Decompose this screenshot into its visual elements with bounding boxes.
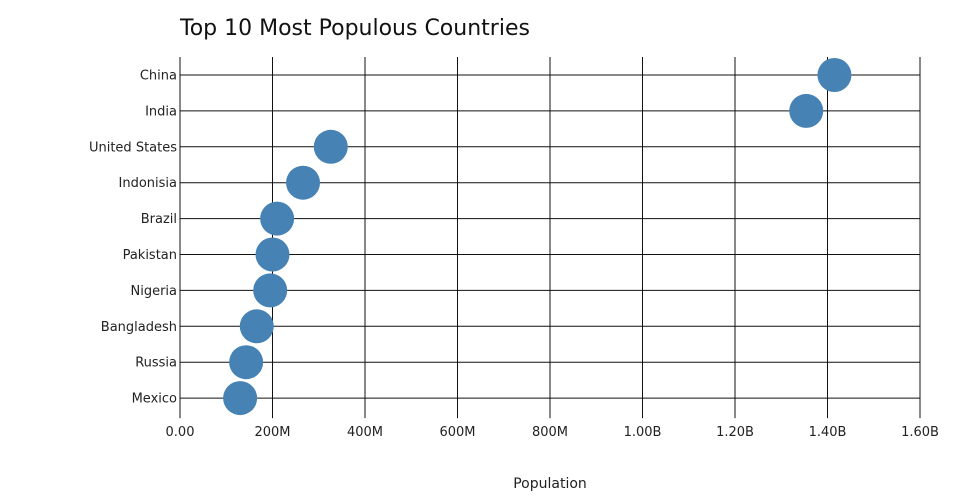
x-tick-label: 400M [347, 425, 383, 440]
x-tick-label: 1.60B [901, 425, 939, 440]
data-point[interactable] [286, 165, 321, 200]
data-point[interactable] [253, 273, 288, 308]
y-tick-label: China [140, 69, 177, 84]
y-tick-label: Russia [135, 356, 177, 371]
y-tick-label: Bangladesh [101, 320, 177, 335]
data-points [223, 58, 852, 416]
data-point[interactable] [223, 381, 258, 416]
data-point[interactable] [789, 93, 824, 128]
y-tick-label: United States [89, 140, 177, 155]
x-axis-title: Population [513, 476, 587, 492]
x-tick-label: 600M [439, 425, 475, 440]
x-tick-label: 200M [254, 425, 290, 440]
chart-title: Top 10 Most Populous Countries [180, 16, 530, 41]
data-point[interactable] [255, 237, 290, 272]
x-tick-label: 0.00 [166, 425, 195, 440]
x-tick-label: 1.20B [716, 425, 754, 440]
x-tick-label: 1.00B [624, 425, 662, 440]
y-tick-label: Nigeria [130, 284, 177, 299]
y-tick-label: Indonisia [119, 176, 177, 191]
y-tick-label: India [145, 104, 177, 119]
tick-labels: 0.00 200M 400M 600M 800M 1.00B 1.20B 1.40B 1.60B… [89, 69, 939, 441]
y-tick-label: Pakistan [123, 248, 177, 263]
data-point[interactable] [260, 201, 295, 236]
y-tick-label: Brazil [141, 212, 177, 227]
data-point[interactable] [313, 129, 348, 164]
x-tick-label: 1.40B [809, 425, 847, 440]
data-point[interactable] [239, 309, 274, 344]
data-point[interactable] [229, 345, 264, 380]
x-tick-label: 800M [532, 425, 568, 440]
y-tick-label: Mexico [132, 392, 177, 407]
data-point[interactable] [817, 58, 852, 92]
